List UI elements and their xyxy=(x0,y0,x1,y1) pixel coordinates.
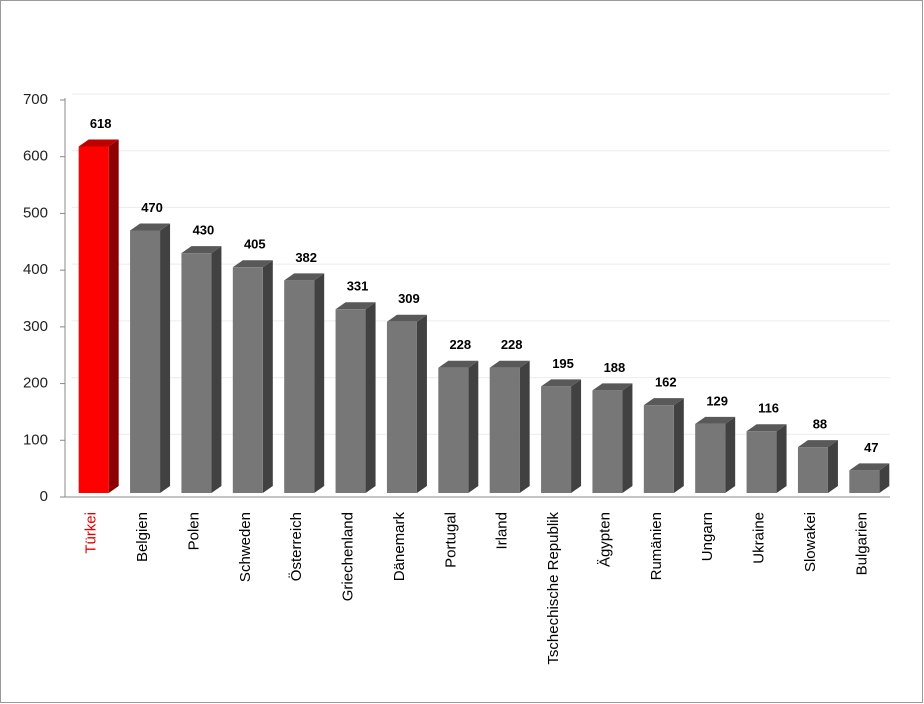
value-label: 129 xyxy=(706,393,728,408)
bar-side xyxy=(468,360,479,493)
y-tick-label: 500 xyxy=(23,204,48,221)
bar-top xyxy=(541,379,582,387)
bar xyxy=(592,390,623,493)
value-label: 470 xyxy=(141,200,163,215)
bar-side xyxy=(262,260,273,493)
bar xyxy=(181,253,212,493)
bar-top xyxy=(130,223,171,231)
y-tick-label: 700 xyxy=(23,91,48,108)
bar-top xyxy=(849,463,890,471)
bar xyxy=(643,405,674,493)
value-label: 188 xyxy=(604,360,626,375)
bar-top xyxy=(746,424,787,432)
bar xyxy=(849,470,880,493)
bar-side xyxy=(879,463,890,493)
x-tick-label: Ägypten xyxy=(596,512,613,567)
x-tick-label: Polen xyxy=(185,512,202,550)
bar-top xyxy=(695,416,736,424)
value-label: 47 xyxy=(864,440,878,455)
bar-top xyxy=(489,360,530,368)
bar-top xyxy=(284,273,325,281)
bar xyxy=(541,386,572,493)
bar-top xyxy=(438,360,479,368)
x-tick-label: Türkei xyxy=(83,512,100,554)
x-tick-label: Ungarn xyxy=(699,512,716,561)
value-label: 162 xyxy=(655,375,677,390)
value-label: 309 xyxy=(398,291,420,306)
y-tick-label: 600 xyxy=(23,148,48,165)
bar xyxy=(232,267,263,493)
bar-top xyxy=(335,302,376,310)
x-tick-label: Österreich xyxy=(287,512,305,581)
y-tick-label: 100 xyxy=(23,431,48,448)
y-tick-label: 200 xyxy=(23,375,48,392)
x-tick-label: Tschechische Republik xyxy=(545,512,562,665)
y-tick-label: 400 xyxy=(23,261,48,278)
bar xyxy=(78,146,109,493)
bar xyxy=(438,367,469,493)
x-tick-label: Schweden xyxy=(237,512,254,582)
value-label: 405 xyxy=(244,237,266,252)
bar xyxy=(746,431,777,493)
x-tick-label: Irland xyxy=(494,512,511,550)
bar-top xyxy=(386,314,427,322)
x-tick-label: Bulgarien xyxy=(853,512,870,575)
bar-side xyxy=(314,273,325,493)
value-label: 228 xyxy=(449,337,471,352)
bar-side xyxy=(776,424,787,493)
bar-side xyxy=(160,223,171,493)
bar-top xyxy=(643,398,684,406)
bar-top xyxy=(181,246,222,254)
bar-side xyxy=(571,379,582,493)
value-label: 382 xyxy=(295,250,317,265)
bar-top xyxy=(78,139,119,147)
bar-side xyxy=(108,139,119,493)
value-label: 88 xyxy=(813,417,827,432)
bar-side xyxy=(827,440,838,493)
x-tick-label: Rumänien xyxy=(648,512,665,580)
value-label: 430 xyxy=(193,223,215,238)
bar-side xyxy=(519,360,530,493)
bar-top xyxy=(232,260,273,268)
value-label: 618 xyxy=(90,116,112,131)
bar-side xyxy=(725,416,736,493)
bar xyxy=(695,423,726,493)
x-tick-label: Ukraine xyxy=(751,512,768,564)
bar xyxy=(797,447,828,493)
bar-side xyxy=(365,302,376,493)
bar xyxy=(335,309,366,493)
bar-side xyxy=(211,246,222,493)
bar-top xyxy=(797,440,838,448)
bar xyxy=(489,367,520,493)
bar xyxy=(284,280,315,493)
bar-side xyxy=(673,398,684,493)
value-label: 195 xyxy=(552,356,574,371)
x-tick-label: Portugal xyxy=(442,512,459,568)
y-tick-label: 300 xyxy=(23,318,48,335)
bar-top xyxy=(592,383,633,391)
bar-side xyxy=(622,383,633,493)
x-tick-label: Belgien xyxy=(134,512,151,562)
value-label: 331 xyxy=(347,279,369,294)
value-label: 228 xyxy=(501,337,523,352)
y-tick-label: 0 xyxy=(40,488,48,505)
value-label: 116 xyxy=(758,401,779,416)
bar xyxy=(386,321,417,493)
x-tick-label: Slowakei xyxy=(802,512,819,572)
bar-side xyxy=(416,314,427,493)
bar xyxy=(130,230,161,493)
x-tick-label: Dänemark xyxy=(391,512,408,582)
x-tick-label: Griechenland xyxy=(340,512,357,601)
